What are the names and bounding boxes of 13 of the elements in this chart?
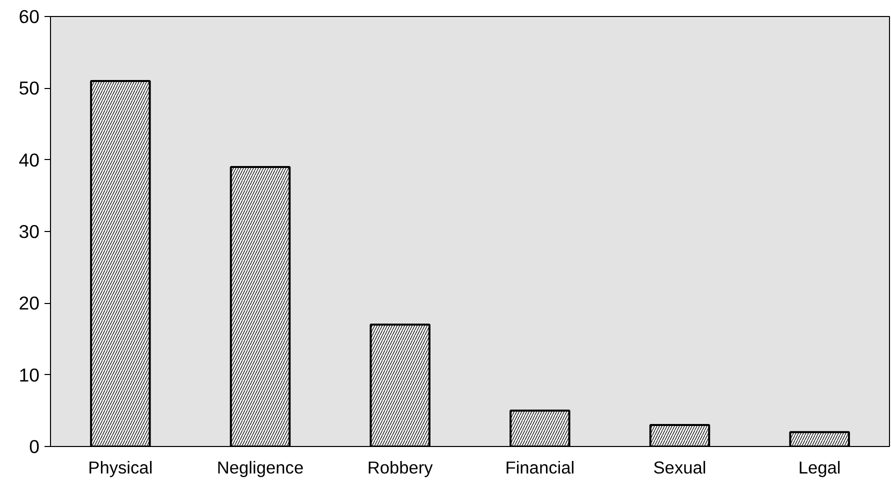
y-tick-label: 10 xyxy=(18,364,40,386)
y-tick-label: 20 xyxy=(18,292,40,314)
y-tick-label: 30 xyxy=(18,221,40,242)
x-tick-label: Robbery xyxy=(367,458,434,478)
y-tick-label: 60 xyxy=(18,6,40,27)
x-tick-label: Financial xyxy=(505,458,575,478)
x-tick-label: Sexual xyxy=(653,458,706,478)
x-tick-label: Negligence xyxy=(216,458,304,478)
y-tick-label: 40 xyxy=(18,149,40,170)
y-tick-label: 50 xyxy=(18,78,40,99)
x-tick-label: Physical xyxy=(88,458,153,478)
y-tick-label: 0 xyxy=(29,436,40,457)
x-tick-label: Legal xyxy=(798,458,841,478)
